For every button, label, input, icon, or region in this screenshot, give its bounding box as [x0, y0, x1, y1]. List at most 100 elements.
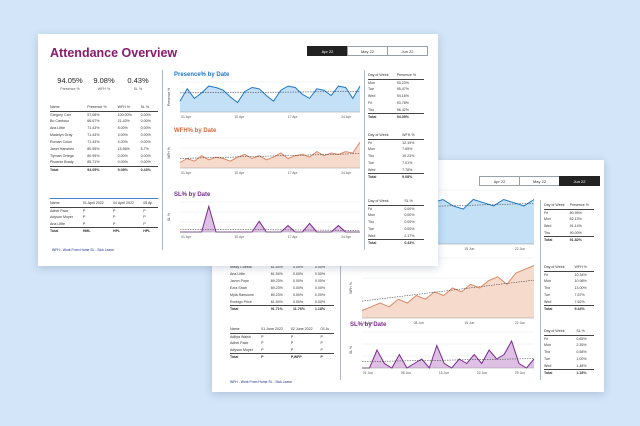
table-row: Ezra Shah 69.23% 0.00% 0.00%: [230, 285, 334, 292]
x-tick-label: 08 Jun: [414, 321, 424, 325]
wfh-chart: WFH % 01 Jun 08 Jun 15 Jun 22 Jun: [349, 257, 535, 325]
total-cell: 1.18%: [314, 304, 334, 313]
total-cell: P: [261, 353, 291, 361]
table-cell: Ana Little: [50, 126, 65, 131]
y-axis-label: WFH %: [167, 147, 171, 159]
table-cell: P: [290, 347, 294, 352]
x-tick-label: 10 Apr: [234, 115, 245, 119]
sl-chart-title: SL% by Date: [174, 192, 211, 198]
table-cell: 0.00%: [292, 279, 304, 284]
table-row: Ana Little P P P: [50, 221, 158, 228]
series-area: [180, 142, 360, 168]
table-cell: 90.00%: [569, 230, 582, 235]
trend-line: [361, 279, 535, 302]
table-cell: 10.34%: [574, 272, 587, 277]
table-row: Adhel Pace P P P: [50, 207, 158, 214]
tab-jun[interactable]: Jun 22: [559, 176, 600, 186]
table-cell: Thu: [368, 154, 375, 159]
table-cell: Fri: [368, 206, 373, 211]
table-cell: 0.00%: [292, 286, 304, 291]
table-cell: 2.35%: [576, 343, 587, 348]
trend-line: [179, 153, 361, 159]
total-cell: 91.71%: [270, 304, 293, 313]
table-cell: Ana Little: [230, 272, 245, 277]
table-cell: Thu: [368, 107, 375, 112]
table-cell: 85.71%: [87, 160, 100, 165]
table-cell: 7.78%: [402, 167, 413, 172]
day-of-week-presence-table: Day of Week Presence % Mon 93.23% Tue 95.47% W…: [368, 72, 424, 121]
column-header: Day of Week: [544, 202, 570, 210]
table-cell: P: [143, 208, 146, 213]
table-cell: 0.00%: [140, 133, 151, 138]
table-row: Tiyman Ortega 80.95% 0.00% 0.00%: [50, 152, 158, 159]
abbreviation-legend: WFH - Work From Home SL - Sick Leave: [52, 248, 114, 252]
table-row: Fri 80.95%: [544, 209, 594, 216]
table-row: Wed 1.48%: [544, 363, 594, 370]
kpi-wfh: 9.08% WFH %: [86, 76, 122, 91]
table-cell: 61.54%: [270, 265, 283, 270]
tab-may[interactable]: May 22: [347, 46, 388, 56]
table-row: Mon 10.98%: [544, 278, 594, 285]
y-axis-label: Presence %: [167, 88, 171, 106]
table-cell: 7.69%: [402, 147, 413, 152]
tab-apr[interactable]: Apr 22: [479, 176, 520, 186]
table-row: Janet Hanshen 80.95% 15.56% 5.7%: [50, 145, 158, 152]
table-cell: Adhel Pace: [230, 341, 249, 346]
tab-apr[interactable]: Apr 22: [307, 46, 348, 56]
wfh-chart: WFH % 01 Apr 10 Apr 17 Apr 24 Apr: [167, 137, 361, 175]
table-cell: P: [82, 215, 86, 220]
column-header: Day of Week: [368, 198, 405, 206]
table-cell: P: [320, 341, 323, 346]
tab-jun[interactable]: Jun 22: [387, 46, 428, 56]
section-divider: [50, 198, 158, 199]
table-cell: P: [143, 221, 146, 226]
table-row: Thu 0.58%: [544, 349, 594, 356]
kpi-label: WFH %: [97, 87, 111, 91]
series-area: [180, 206, 360, 232]
table-row: Thu 0.00%: [368, 219, 424, 226]
table-total-row: Total 91.82%: [544, 236, 594, 244]
series-line: [179, 85, 361, 104]
x-tick-label: 15 Jun: [439, 371, 449, 375]
total-cell: 11.76%: [292, 304, 315, 313]
table-cell: 69.23%: [270, 279, 283, 284]
table-cell: 10.23%: [402, 154, 415, 159]
table-cell: Wed: [544, 299, 552, 304]
table-cell: Wed: [544, 224, 552, 229]
sl-chart: SL % 01 Apr 10 Apr 17 Apr 24 Apr: [167, 201, 361, 239]
table-cell: 96.42%: [396, 107, 409, 112]
table-row: Fri 12.19%: [368, 139, 424, 146]
table-cell: Aditya Walsh: [230, 334, 251, 339]
table-cell: Mon: [544, 217, 551, 222]
table-row: Thu 96.42%: [368, 107, 424, 114]
table-cell: Adyson Moyer: [230, 347, 253, 352]
column-header: Name: [50, 200, 83, 208]
table-row: Aditya Walsh P P P: [230, 333, 334, 340]
table-cell: Myla Ransome: [230, 293, 254, 297]
tab-may[interactable]: May 22: [519, 176, 560, 186]
total-cell: 9.08%: [402, 172, 424, 181]
table-cell: P: [143, 215, 146, 220]
table-cell: 69.23%: [270, 286, 283, 291]
table-row: Fri 10.34%: [544, 271, 594, 278]
table-total-row: Total 0.43%: [368, 238, 424, 247]
x-tick-label: 24 Apr: [341, 115, 352, 119]
table-cell: 0.00%: [292, 293, 304, 297]
table-cell: 66.67%: [87, 119, 100, 124]
total-cell: 94.05%: [396, 112, 424, 121]
table-cell: 0.00%: [140, 126, 151, 131]
table-cell: 0.00%: [117, 160, 128, 165]
column-header: Day of Week: [544, 264, 575, 272]
x-tick-label: 10 Apr: [234, 235, 245, 239]
total-cell: 0.43%: [140, 165, 158, 174]
kpi-sl: 0.43% SL %: [120, 76, 156, 91]
presence-chart: Presence % 01 Apr 10 Apr 17 Apr 24 Apr: [167, 81, 361, 119]
total-cell: Total: [50, 227, 83, 235]
day-of-week-wfh-table: Day of Week WFH % Fri 10.34% Mon 10.98% Thu 13.…: [544, 264, 594, 313]
total-cell: Total: [50, 165, 88, 174]
total-cell: Total: [368, 238, 405, 247]
table-cell: Adhel Pace: [50, 208, 69, 213]
table-cell: Gregory Carr: [50, 112, 71, 117]
table-cell: Fri: [368, 101, 373, 106]
total-cell: 1.18%: [576, 368, 594, 377]
